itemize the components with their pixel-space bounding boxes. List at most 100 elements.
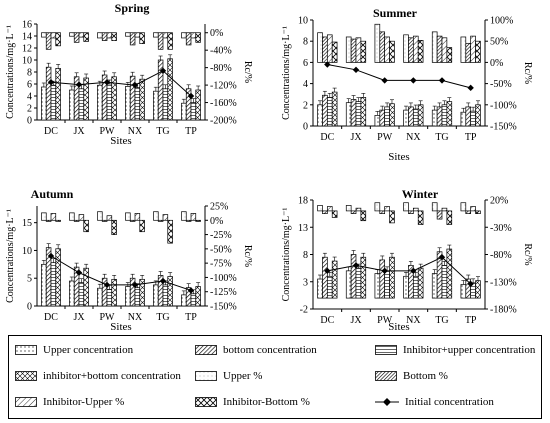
- legend-swatch: [195, 371, 217, 381]
- initial-point: [47, 79, 55, 86]
- rc-bar-ibp: [195, 219, 201, 222]
- y2-tick-label: 0%: [210, 28, 223, 39]
- bar-uc: [460, 111, 467, 127]
- bar-bc: [322, 94, 328, 127]
- bar-uc: [181, 294, 187, 307]
- x-tick-label: PW: [377, 315, 393, 326]
- rc-bar-ibp: [167, 219, 173, 244]
- legend-swatch: [195, 345, 217, 355]
- y2-tick-label: 25%: [210, 202, 228, 213]
- bar-ibc: [331, 260, 338, 299]
- rc-bar-up: [41, 32, 47, 38]
- initial-point: [467, 84, 474, 92]
- rc-bar-iup: [50, 213, 57, 221]
- legend-item-uc: Upper concentration: [15, 344, 133, 356]
- bar-uc: [374, 115, 381, 127]
- rc-bar-ibp: [446, 47, 453, 63]
- initial-point: [103, 79, 111, 86]
- legend-label: Initial concentration: [405, 396, 494, 408]
- y-axis-label: Concentrations/mg·L⁻¹: [281, 208, 292, 302]
- rc-bar-ibp: [195, 32, 201, 43]
- bar-iuc: [50, 84, 57, 121]
- y2-axis-label: Rc/%: [522, 62, 533, 84]
- initial-point: [187, 287, 195, 294]
- y-tick-label: 14: [22, 32, 32, 43]
- rc-bar-up: [97, 32, 103, 39]
- x-tick-label: JX: [350, 315, 362, 326]
- y-tick-label: 4: [27, 92, 32, 103]
- bar-uc: [431, 273, 438, 299]
- x-tick-label: PW: [100, 312, 116, 323]
- rc-bar-iup: [441, 207, 448, 212]
- initial-point: [410, 267, 417, 275]
- y2-tick-label: -100%: [490, 100, 517, 111]
- y2-tick-label: -120%: [210, 81, 237, 92]
- bar-ibc: [139, 78, 145, 121]
- legend-swatch: [375, 371, 397, 381]
- initial-point: [381, 267, 388, 275]
- legend-swatch: [15, 371, 37, 381]
- rc-bar-up: [317, 32, 323, 63]
- rc-bar-up: [403, 202, 409, 212]
- rc-bar-ibp: [167, 32, 173, 50]
- rc-bar-up: [69, 32, 75, 37]
- bar-bc: [465, 106, 472, 127]
- bar-uc: [345, 270, 352, 299]
- legend-label: Upper %: [223, 370, 263, 382]
- bar-iuc: [134, 87, 141, 121]
- initial-point: [75, 81, 83, 88]
- bar-iuc: [190, 293, 197, 307]
- legend-label: Inhibitor+upper concentration: [403, 344, 536, 356]
- rc-bar-bp: [465, 210, 472, 214]
- rc-bar-bp: [379, 31, 386, 63]
- x-tick-label: TG: [156, 312, 169, 323]
- rc-bar-iup: [412, 207, 419, 212]
- x-tick-label: TP: [185, 126, 197, 137]
- bar-bc: [379, 259, 386, 299]
- x-tick-label: DC: [44, 126, 58, 137]
- y2-tick-label: -50%: [210, 244, 232, 255]
- rc-bar-iup: [384, 206, 390, 212]
- bar-iuc: [106, 83, 113, 121]
- x-tick-label: TP: [185, 312, 197, 323]
- y2-axis-label: Rc/%: [242, 61, 253, 83]
- initial-point: [438, 254, 446, 261]
- rc-bar-ibp: [331, 210, 338, 218]
- chart-panel-autumn: Autumn 0 5 10 15 25% 0% -25% -50% -75% -100% -125% -…: [5, 187, 253, 333]
- rc-bar-bp: [436, 35, 443, 63]
- rc-bar-up: [153, 32, 159, 38]
- rc-bar-up: [181, 211, 187, 221]
- bar-ibc: [195, 89, 201, 121]
- rc-bar-bp: [465, 42, 472, 63]
- rc-bar-ibp: [475, 210, 481, 214]
- legend-swatch: [195, 397, 217, 407]
- rc-bar-iup: [106, 32, 113, 39]
- bar-uc: [403, 275, 409, 299]
- y2-axis-label: Rc/%: [242, 245, 253, 267]
- y-tick-label: 6: [27, 80, 32, 91]
- y-tick-label: -2: [300, 305, 308, 316]
- rc-bar-up: [97, 211, 103, 221]
- bar-bc: [129, 277, 136, 307]
- rc-bar-iup: [470, 35, 476, 63]
- y-axis-label: Concentrations/mg·L⁻¹: [5, 25, 16, 119]
- rc-bar-ibp: [55, 219, 61, 222]
- bar-uc: [403, 109, 409, 127]
- bar-bc: [379, 109, 386, 127]
- y2-tick-label: 100%: [490, 16, 513, 27]
- x-tick-label: NX: [406, 132, 421, 143]
- bar-bc: [350, 99, 357, 127]
- initial-point: [103, 281, 111, 289]
- y2-tick-label: -160%: [210, 98, 237, 109]
- bar-iuc: [384, 106, 390, 127]
- y2-tick-label: -150%: [490, 122, 517, 133]
- rc-bar-ibp: [139, 32, 145, 44]
- x-tick-label: TG: [435, 315, 448, 326]
- initial-point: [47, 252, 55, 260]
- bar-ibc: [167, 276, 173, 307]
- rc-bar-up: [403, 34, 409, 63]
- rc-bar-ibp: [417, 40, 424, 63]
- y-tick-label: 6: [303, 58, 308, 69]
- rc-bar-up: [374, 23, 381, 63]
